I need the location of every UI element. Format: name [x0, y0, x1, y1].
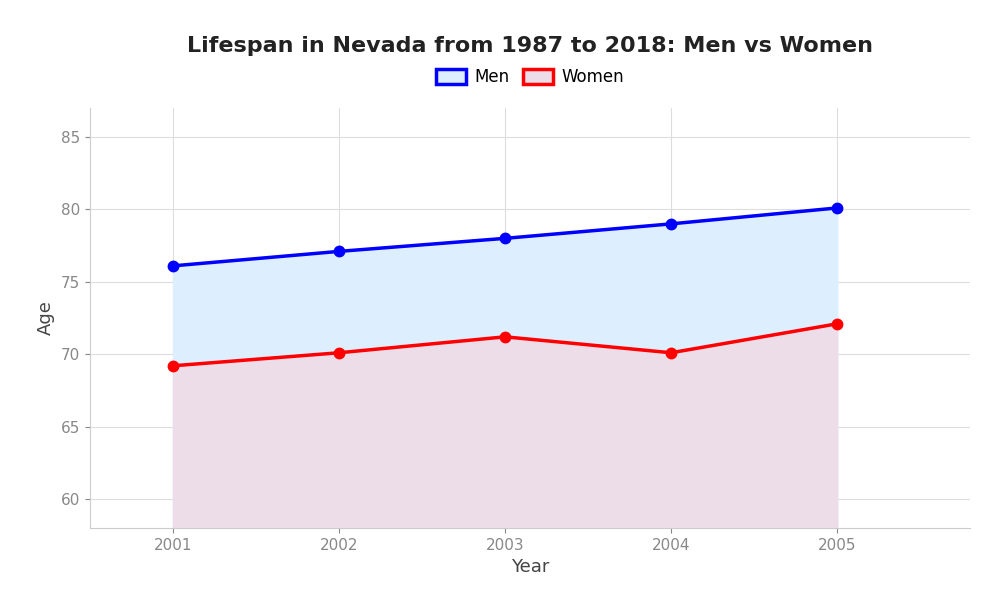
Y-axis label: Age: Age — [37, 301, 55, 335]
Legend: Men, Women: Men, Women — [429, 62, 631, 93]
Title: Lifespan in Nevada from 1987 to 2018: Men vs Women: Lifespan in Nevada from 1987 to 2018: Me… — [187, 37, 873, 56]
X-axis label: Year: Year — [511, 558, 549, 576]
